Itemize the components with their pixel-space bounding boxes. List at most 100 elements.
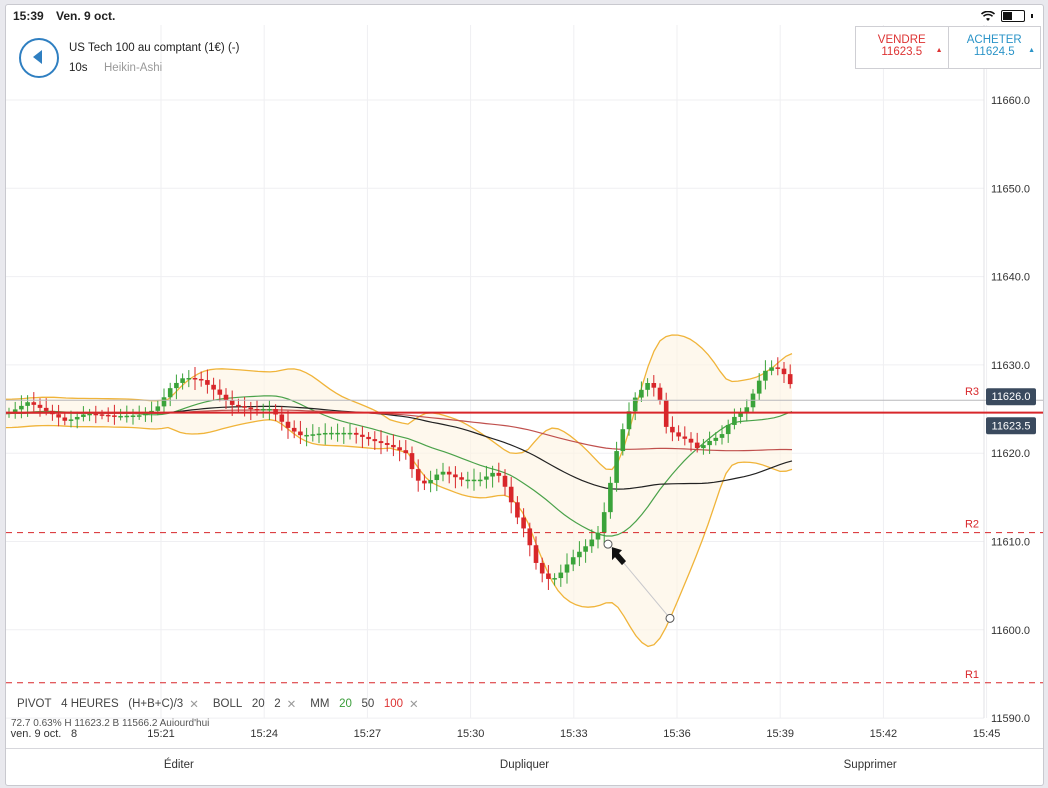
price-chart[interactable]: R3 R2 R1 11660.0 11650.0 11640.0 11630.0 11620… [6, 5, 1043, 748]
candle [701, 445, 706, 449]
buy-button[interactable]: ACHETER 11624.5 ▲ [949, 27, 1041, 68]
bollinger-lower [6, 419, 793, 648]
candle [713, 437, 719, 441]
candle [446, 471, 452, 475]
candle [322, 432, 328, 435]
candle [19, 405, 24, 410]
remove-boll-icon[interactable]: ✕ [286, 699, 297, 711]
interval-selector[interactable]: 10s [69, 62, 88, 74]
boll-indicator[interactable]: BOLL 20 2 [212, 698, 281, 710]
candles [6, 357, 793, 590]
drawing-annotation [603, 539, 675, 623]
trade-panel: VENDRE 11623.5 ▲ ACHETER 11624.5 ▲ [855, 26, 1041, 69]
candle [248, 407, 254, 410]
candle [694, 442, 700, 449]
candle [298, 431, 303, 436]
buy-label: ACHETER [966, 34, 1022, 46]
candle [490, 472, 495, 477]
instrument-title[interactable]: US Tech 100 au comptant (1€) (-) [69, 42, 240, 54]
y-tick-label: 11610.0 [991, 537, 1030, 549]
candle [130, 415, 136, 418]
remove-ma-icon[interactable]: ✕ [409, 699, 419, 711]
candle [260, 409, 266, 411]
y-tick-label: 11590.0 [991, 713, 1030, 725]
candle [533, 545, 539, 563]
candle [577, 551, 582, 558]
remove-pivot-icon[interactable]: ✕ [189, 699, 199, 711]
trend-handle[interactable] [665, 613, 675, 623]
candle [229, 400, 235, 405]
candle [484, 476, 489, 480]
candle [180, 378, 185, 383]
candle [434, 474, 440, 481]
price-tag-current: 11626.0 [992, 391, 1031, 403]
candle [74, 416, 80, 420]
duplicate-button[interactable]: Dupliquer [499, 759, 550, 771]
candle [329, 432, 334, 435]
candle [304, 434, 309, 437]
y-tick-label: 11630.0 [991, 360, 1030, 372]
candle [732, 416, 737, 425]
candle [676, 432, 681, 437]
candle [546, 573, 551, 579]
candle [787, 374, 793, 385]
x-axis: ven. 9 oct. 8 15:21 15:24 15:27 15:30 15:33 15:… [11, 728, 1001, 740]
delete-button[interactable]: Supprimer [843, 759, 897, 771]
candle [205, 380, 210, 385]
x-tick-label: 15:42 [870, 728, 898, 740]
candle [68, 419, 74, 421]
candle [341, 432, 347, 435]
candle [564, 564, 570, 573]
x-tick-label: 15:39 [766, 728, 794, 740]
sell-price: 11623.5 [881, 46, 923, 58]
back-button[interactable] [19, 38, 59, 78]
candle [589, 539, 595, 547]
candle [688, 438, 694, 443]
candle [744, 407, 750, 413]
trend-handle[interactable] [603, 539, 613, 549]
candle [465, 479, 471, 482]
x-tick-label: 15:30 [457, 728, 485, 740]
candle [360, 434, 365, 437]
candle [347, 432, 353, 435]
candle [440, 471, 446, 475]
candle [366, 436, 371, 440]
candle [620, 429, 626, 452]
edit-button[interactable]: Éditer [163, 759, 194, 771]
candle [639, 389, 644, 398]
status-bar: 15:39 Ven. 9 oct. [6, 5, 1043, 27]
candle [521, 517, 526, 529]
candle [608, 482, 613, 513]
candle [632, 397, 638, 412]
x-tick-label: ven. 9 oct. [11, 728, 62, 740]
candle [310, 434, 316, 436]
candle [763, 370, 768, 381]
candle [291, 427, 297, 432]
candle [267, 409, 272, 411]
candle [112, 415, 117, 417]
triangle-up-icon: ▲ [935, 47, 943, 54]
price-tags: 11626.0 11623.5 [986, 388, 1036, 435]
candle [670, 426, 675, 433]
pivot-indicator[interactable]: PIVOT 4 HEURES (H+B+C)/3 [17, 698, 184, 710]
candle [87, 413, 92, 416]
price-tag-current-bg [986, 388, 1036, 406]
candle [725, 424, 731, 435]
candle [403, 450, 409, 454]
candle [372, 439, 378, 442]
bottom-toolbar: Éditer Dupliquer Supprimer [6, 748, 1043, 785]
chart-type-label[interactable]: Heikin-Ashi [104, 62, 163, 74]
candle [558, 572, 564, 579]
candle [25, 402, 30, 406]
sell-button[interactable]: VENDRE 11623.5 ▲ [856, 27, 949, 68]
sell-label: VENDRE [877, 34, 926, 46]
x-tick-label: 15:45 [973, 728, 1001, 740]
candle [409, 453, 415, 470]
ma-indicator[interactable]: MM 20 50 100 [310, 698, 404, 710]
bollinger-upper [6, 334, 793, 471]
candle [719, 434, 725, 438]
y-tick-label: 11620.0 [991, 448, 1030, 460]
pivot-label-r2: R2 [965, 519, 979, 531]
status-time: 15:39 [13, 9, 44, 23]
app-window: 15:39 Ven. 9 oct. R3 R2 R1 11660.0 11650.0 1… [5, 4, 1044, 786]
